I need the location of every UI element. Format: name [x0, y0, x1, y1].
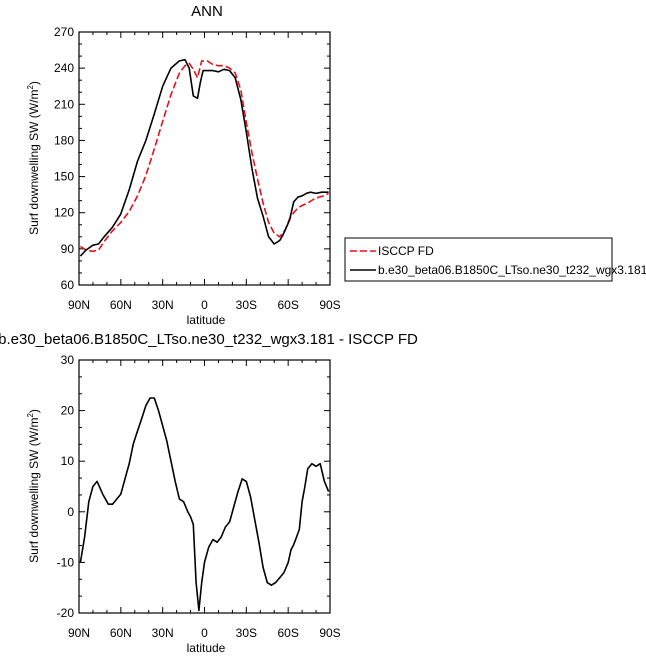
- series-line-0: [79, 397, 330, 612]
- y-tick-label: -20: [57, 606, 75, 620]
- climatology-panel: ANN 60 90 120 150 180 210 240 270 90N 60N 30N 0 30S…: [26, 3, 341, 327]
- x-tick-labels: 90N 60N 30N 0 30S 60S 90S: [68, 626, 341, 640]
- y-axis-label-superscript: 2: [26, 413, 35, 418]
- data-lines: [79, 58, 329, 257]
- x-axis-label: latitude: [187, 641, 226, 655]
- difference-panel: b.e30_beta06.B1850C_LTso.ne30_t232_wgx3.…: [0, 331, 418, 655]
- y-tick-label: 10: [61, 454, 75, 468]
- plot-frame: [78, 31, 331, 286]
- x-tick-label: 30S: [236, 626, 257, 640]
- x-tick-label: 30N: [152, 626, 174, 640]
- y-axis-label-text: Surf downwelling SW (W/m: [27, 418, 41, 563]
- x-axis-label: latitude: [187, 313, 226, 327]
- y-tick-label: 150: [54, 170, 74, 184]
- y-axis-label: Surf downwelling SW (W/m2): [26, 81, 41, 235]
- legend-box: [344, 237, 613, 282]
- y-axis-label-close: ): [27, 409, 41, 413]
- x-tick-label: 60S: [277, 626, 298, 640]
- x-tick-label: 90N: [68, 626, 90, 640]
- chart-title: b.e30_beta06.B1850C_LTso.ne30_t232_wgx3.…: [0, 331, 418, 348]
- x-tick-label: 90S: [319, 626, 340, 640]
- y-tick-label: 120: [54, 206, 74, 220]
- data-lines: [79, 397, 330, 612]
- y-tick-label: 30: [61, 353, 75, 367]
- legend: ISCCP FD b.e30_beta06.B1850C_LTso.ne30_t…: [344, 237, 646, 282]
- series-line-1: [79, 58, 329, 257]
- series-line-0: [79, 60, 329, 253]
- y-axis-label: Surf downwelling SW (W/m2): [26, 409, 41, 563]
- x-tick-labels: 90N 60N 30N 0 30S 60S 90S: [68, 298, 341, 312]
- x-tick-label: 90S: [319, 298, 340, 312]
- y-tick-label: 90: [61, 242, 75, 256]
- y-tick-label: -10: [57, 555, 75, 569]
- y-tick-label: 270: [54, 25, 74, 39]
- y-axis-label-close: ): [27, 81, 41, 85]
- y-tick-label: 20: [61, 404, 75, 418]
- y-axis-label-text: Surf downwelling SW (W/m: [27, 90, 41, 235]
- x-tick-label: 60S: [277, 298, 298, 312]
- tick-marks: [78, 359, 331, 614]
- y-tick-labels: -20 -10 0 10 20 30: [57, 353, 75, 620]
- x-tick-label: 90N: [68, 298, 90, 312]
- y-tick-labels: 60 90 120 150 180 210 240 270: [54, 25, 74, 292]
- x-tick-label: 30S: [236, 298, 257, 312]
- y-axis-label-superscript: 2: [26, 85, 35, 90]
- x-tick-label: 0: [201, 626, 208, 640]
- chart-title: ANN: [191, 3, 223, 20]
- x-tick-label: 0: [201, 298, 208, 312]
- y-tick-label: 0: [67, 505, 74, 519]
- x-tick-label: 60N: [110, 298, 132, 312]
- y-tick-label: 60: [61, 278, 75, 292]
- x-tick-label: 60N: [110, 626, 132, 640]
- y-tick-label: 240: [54, 61, 74, 75]
- y-tick-label: 210: [54, 97, 74, 111]
- legend-label-model: b.e30_beta06.B1850C_LTso.ne30_t232_wgx3.…: [378, 263, 646, 277]
- plot-frame: [78, 359, 331, 614]
- y-tick-label: 180: [54, 133, 74, 147]
- x-tick-label: 30N: [152, 298, 174, 312]
- legend-label-isccp: ISCCP FD: [378, 244, 434, 258]
